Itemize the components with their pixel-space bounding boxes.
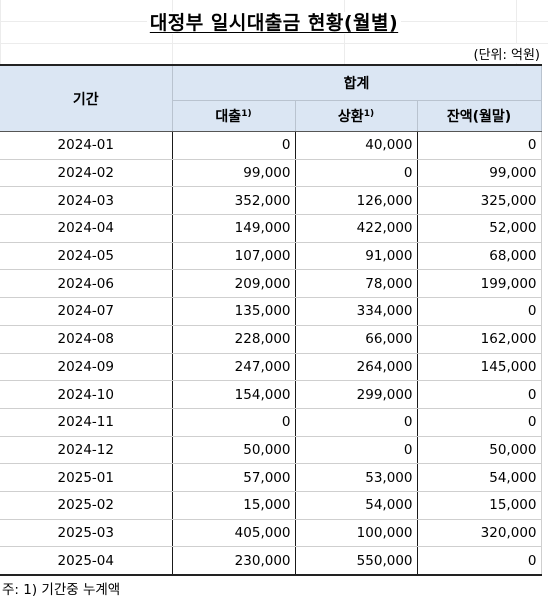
- unit-label: (단위: 억원): [469, 44, 540, 63]
- table-row: 2024-11 0 0 0: [0, 408, 542, 437]
- cell-period: 2024-06: [0, 269, 173, 299]
- page-title-text: 대정부 일시대출금 현황(월별): [146, 12, 402, 34]
- cell-period: 2024-07: [0, 297, 173, 326]
- cell-repay: 550,000: [295, 546, 418, 577]
- header-balance: 잔액(월말): [417, 100, 542, 132]
- table-row: 2025-04 230,000 550,000 0: [0, 546, 542, 577]
- cell-balance: 99,000: [417, 159, 542, 188]
- cell-balance: 0: [417, 131, 542, 160]
- cell-loan: 209,000: [172, 269, 296, 299]
- table-row: 2024-09 247,000 264,000 145,000: [0, 353, 542, 382]
- cell-period: 2024-11: [0, 408, 173, 437]
- header-loan-label: 대출: [215, 109, 242, 125]
- cell-balance: 320,000: [417, 519, 542, 548]
- cell-repay: 0: [295, 408, 418, 437]
- footnote-mark: 1): [363, 109, 375, 119]
- cell-repay: 66,000: [295, 325, 418, 354]
- cell-balance: 50,000: [417, 436, 542, 465]
- table-row: 2024-10 154,000 299,000 0: [0, 380, 542, 409]
- header-repay-label: 상환: [337, 109, 364, 125]
- loan-table: 기간 합계 대출1) 상환1) 잔액(월말) 2024-01 0 40,000 0 20…: [0, 64, 542, 577]
- cell-loan: 99,000: [172, 159, 296, 188]
- cell-balance: 15,000: [417, 491, 542, 520]
- cell-repay: 0: [295, 436, 418, 465]
- cell-period: 2024-03: [0, 186, 173, 216]
- cell-repay: 53,000: [295, 463, 418, 492]
- cell-balance: 199,000: [417, 269, 542, 299]
- table-row: 2024-05 107,000 91,000 68,000: [0, 242, 542, 271]
- footnote: 주: 1) 기간중 누계액: [2, 582, 121, 598]
- table-row: 2025-02 15,000 54,000 15,000: [0, 491, 542, 520]
- cell-loan: 405,000: [172, 519, 296, 548]
- table-row: 2024-12 50,000 0 50,000: [0, 436, 542, 465]
- cell-period: 2024-02: [0, 159, 173, 188]
- header-total-group: 합계: [172, 64, 542, 101]
- cell-loan: 228,000: [172, 325, 296, 354]
- page-title: 대정부 일시대출금 현황(월별): [0, 8, 548, 35]
- cell-loan: 57,000: [172, 463, 296, 492]
- cell-period: 2024-12: [0, 436, 173, 465]
- cell-loan: 135,000: [172, 297, 296, 326]
- cell-balance: 162,000: [417, 325, 542, 354]
- table-row: 2024-01 0 40,000 0: [0, 131, 542, 160]
- cell-repay: 54,000: [295, 491, 418, 520]
- cell-period: 2024-09: [0, 353, 173, 382]
- cell-loan: 50,000: [172, 436, 296, 465]
- cell-balance: 0: [417, 408, 542, 437]
- cell-period: 2024-08: [0, 325, 173, 354]
- cell-balance: 0: [417, 297, 542, 326]
- table-row: 2025-03 405,000 100,000 320,000: [0, 519, 542, 548]
- table-row: 2024-07 135,000 334,000 0: [0, 297, 542, 326]
- table-body: 2024-01 0 40,000 0 2024-02 99,000 0 99,000 2024-…: [0, 131, 542, 577]
- cell-loan: 107,000: [172, 242, 296, 271]
- cell-repay: 78,000: [295, 269, 418, 299]
- cell-repay: 0: [295, 159, 418, 188]
- cell-balance: 325,000: [417, 186, 542, 216]
- cell-period: 2025-04: [0, 546, 173, 577]
- cell-period: 2024-05: [0, 242, 173, 271]
- table-row: 2024-03 352,000 126,000 325,000: [0, 186, 542, 216]
- cell-period: 2024-01: [0, 131, 173, 160]
- cell-repay: 100,000: [295, 519, 418, 548]
- cell-balance: 52,000: [417, 214, 542, 243]
- cell-balance: 0: [417, 380, 542, 409]
- header-loan: 대출1): [172, 100, 296, 132]
- cell-loan: 0: [172, 408, 296, 437]
- header-repay: 상환1): [295, 100, 418, 132]
- cell-repay: 422,000: [295, 214, 418, 243]
- cell-balance: 54,000: [417, 463, 542, 492]
- table-row: 2025-01 57,000 53,000 54,000: [0, 463, 542, 492]
- footnote-mark: 1): [241, 109, 252, 119]
- cell-loan: 15,000: [172, 491, 296, 520]
- cell-loan: 0: [172, 131, 296, 160]
- table-row: 2024-06 209,000 78,000 199,000: [0, 269, 542, 299]
- cell-loan: 149,000: [172, 214, 296, 243]
- cell-period: 2025-03: [0, 519, 173, 548]
- cell-loan: 230,000: [172, 546, 296, 577]
- cell-loan: 247,000: [172, 353, 296, 382]
- table-row: 2024-02 99,000 0 99,000: [0, 159, 542, 188]
- cell-period: 2024-10: [0, 380, 173, 409]
- cell-repay: 334,000: [295, 297, 418, 326]
- cell-period: 2024-04: [0, 214, 173, 243]
- cell-period: 2025-01: [0, 463, 173, 492]
- table-row: 2024-08 228,000 66,000 162,000: [0, 325, 542, 354]
- cell-balance: 145,000: [417, 353, 542, 382]
- cell-repay: 299,000: [295, 380, 418, 409]
- cell-repay: 40,000: [295, 131, 418, 160]
- table-row: 2024-04 149,000 422,000 52,000: [0, 214, 542, 243]
- cell-repay: 126,000: [295, 186, 418, 216]
- cell-repay: 264,000: [295, 353, 418, 382]
- cell-balance: 68,000: [417, 242, 542, 271]
- table-header: 기간 합계 대출1) 상환1) 잔액(월말): [0, 64, 542, 132]
- cell-balance: 0: [417, 546, 542, 577]
- cell-loan: 154,000: [172, 380, 296, 409]
- cell-period: 2025-02: [0, 491, 173, 520]
- cell-repay: 91,000: [295, 242, 418, 271]
- header-period: 기간: [0, 64, 173, 132]
- cell-loan: 352,000: [172, 186, 296, 216]
